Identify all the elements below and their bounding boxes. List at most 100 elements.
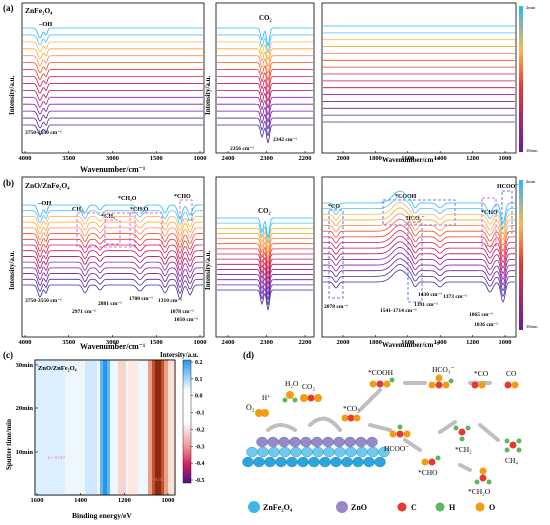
panel-a-left-axes (21, 2, 205, 154)
panel-b-label: (b) (3, 178, 14, 188)
slab-atom (311, 436, 323, 448)
c-x-tick-label: 1400 (74, 497, 87, 504)
slab-atom (352, 456, 364, 468)
panel-b-p1078: 1078 cm⁻¹ (170, 309, 194, 315)
co-gas-molecule (504, 381, 512, 389)
slab-atom (312, 446, 324, 458)
panel-b-p1700: 1700 cm⁻¹ (129, 296, 153, 302)
species-h: H⁺ (262, 394, 271, 402)
ch2o-molecule (479, 474, 487, 482)
panel-b-cho: *CHO (174, 194, 191, 200)
spectrum-line (217, 217, 313, 239)
panel-a-right-axes (321, 2, 517, 154)
slab-atom (268, 446, 280, 458)
spectrum-line (217, 233, 313, 254)
panel-c-cbar-title: Intersity/a.u. (160, 351, 199, 359)
species-ch2: *CH₂ (455, 445, 472, 454)
spectrum-line (23, 227, 203, 243)
slab-atom (367, 446, 379, 458)
panel-b-left-axes (21, 176, 205, 338)
c-y-tick-label: 10min (16, 449, 34, 456)
slab-atom (264, 456, 276, 468)
legend-swatch (475, 502, 485, 512)
spectrum-line (217, 96, 313, 116)
contour-label-2: k = 0.027 (148, 477, 166, 482)
panel-b-cooh: *COOH (395, 194, 417, 200)
spectrum-line (323, 247, 515, 281)
panel-b-sample: ZnO/ZnFe₂O₄ (25, 181, 70, 190)
spectrum-line (23, 216, 203, 232)
panel-b-mid-axes (215, 176, 315, 338)
spectrum-line (23, 256, 203, 272)
a-right-tick-label: 1000 (499, 155, 512, 162)
spectrum-line (217, 48, 313, 67)
b-right-tick-label: 2000 (337, 339, 350, 346)
spectrum-line (23, 34, 203, 46)
slab-atom (374, 456, 386, 468)
contour-band (168, 360, 175, 495)
panel-c: (c) ZnO/ZnFe₂O₄ Intersity/a.u. Sputter t… (3, 350, 205, 520)
b-right-tick-label: 1000 (499, 339, 512, 346)
slab-atom (267, 436, 279, 448)
spectrum-line (23, 55, 203, 67)
slab-atom (334, 446, 346, 458)
spectrum-line (23, 110, 203, 122)
slab-atom (297, 456, 309, 468)
b-left-tick-label: 3500 (62, 339, 75, 346)
panel-a-ylabel-left: Intensity/a.u. (8, 75, 16, 115)
c-x-tick-label: 1000 (162, 497, 175, 504)
spectrum-line (217, 227, 313, 249)
panel-b-range: 3750-3550 cm⁻¹ (25, 298, 62, 304)
slab-atom (322, 436, 334, 448)
panel-b-ch2: CH₂ (72, 207, 83, 213)
spectrum-line (23, 89, 203, 101)
panel-b-right-ticks: 2000 1800 1600 1400 1200 1000 (337, 335, 512, 346)
spectrum-line (217, 263, 313, 285)
spectrum-line (23, 96, 203, 108)
legend-swatch (248, 501, 260, 513)
spectrum-line (323, 269, 515, 303)
spectrum-line (23, 284, 203, 300)
spectrum-line (23, 233, 203, 249)
b-right-tick-label: 1200 (466, 339, 479, 346)
panel-a-ylabel-mid: Intensity/a.u. (204, 75, 212, 115)
species-co2: CO₂ (302, 382, 315, 391)
panel-b-xlabel-right: Wavenumber/cm⁻¹ (382, 341, 439, 349)
panel-b-hcoo-box (501, 190, 513, 234)
panel-b-mid-ticks: 2400 2300 2200 (222, 335, 312, 346)
panel-b: (b) ZnO/ZnFe₂O₄ Intensity/a.u. Intensity… (3, 176, 538, 351)
slab-atom (363, 456, 375, 468)
panel-b-ch-box (76, 212, 136, 248)
slab-atom (341, 456, 353, 468)
panel-b-ch3-box (104, 219, 121, 245)
panel-a-label: (a) (3, 3, 14, 13)
panel-b-p2971: 2971 cm⁻¹ (72, 309, 96, 315)
spectrum-line (323, 241, 515, 275)
spectrum-line (217, 55, 313, 74)
panel-b-left-ticks: 4000 3500 3000 1500 1000 (19, 335, 207, 346)
b-right-tick-label: 1400 (434, 339, 447, 346)
panel-c-xlabel: Binding energy/eV (72, 511, 132, 520)
spectrum-line (323, 213, 515, 247)
panel-a-range: 3750-3550 cm⁻¹ (25, 130, 62, 136)
b-right-tick-label: 1600 (401, 339, 414, 346)
slab-atom (253, 456, 265, 468)
spectrum-line (23, 273, 203, 289)
h2o-molecule (286, 391, 294, 399)
slab-atom (257, 446, 269, 458)
slab-atom (279, 446, 291, 458)
co2-ad-molecule (341, 414, 349, 422)
legend-swatch (435, 502, 445, 512)
a-right-tick-label: 2000 (337, 155, 350, 162)
panel-b-ch2o: *CH₂O (130, 207, 149, 213)
slab-atom (308, 456, 320, 468)
spectrum-line (217, 62, 313, 81)
contour-band (35, 360, 65, 495)
panel-b-cooh-box (382, 199, 456, 226)
slab-atom (300, 436, 312, 448)
spectrum-line (323, 207, 515, 241)
panel-b-hcoo: HCOO⁻ (497, 184, 519, 190)
c-cbar-tick-label: -0.3 (195, 444, 205, 450)
panel-a-p2356: 2356 cm⁻¹ (230, 146, 254, 152)
panel-b-p1373: 1373 cm⁻¹ (443, 294, 467, 300)
